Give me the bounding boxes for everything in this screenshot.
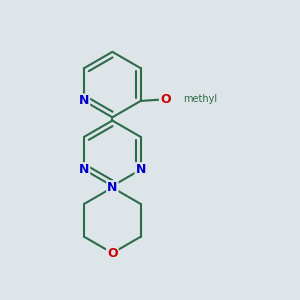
Text: N: N [136,163,146,176]
Text: N: N [79,94,89,107]
Text: O: O [107,247,118,260]
Text: O: O [160,93,171,106]
Text: N: N [107,181,118,194]
Text: methyl: methyl [183,94,217,104]
Text: N: N [79,163,89,176]
